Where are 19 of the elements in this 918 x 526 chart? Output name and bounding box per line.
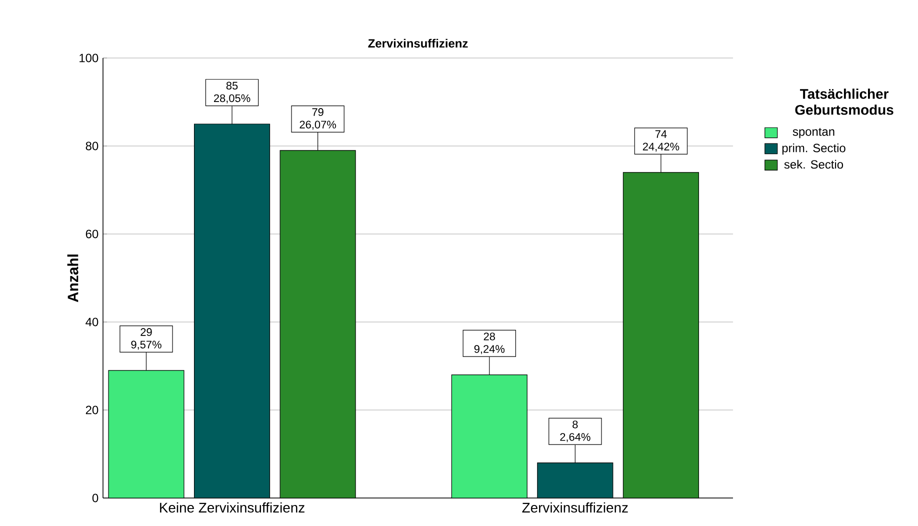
data-label: 28 9,24% <box>474 332 505 354</box>
x-tick-label: Keine Zervixinsuffizienz <box>160 502 304 513</box>
legend-label: prim. Sectio <box>782 143 846 155</box>
data-label: 29 9,57% <box>131 328 162 350</box>
y-tick-label: 80 <box>86 142 98 150</box>
legend-title: Tatsächlicher Geburtsmodus <box>795 88 894 115</box>
data-label: 8 2,64% <box>560 420 590 442</box>
legend-label: spontan <box>792 128 834 138</box>
data-label: 79 26,07% <box>300 108 336 130</box>
y-tick-label: 40 <box>86 318 98 326</box>
y-axis-title: Anzahl <box>67 254 78 302</box>
y-tick-label: 0 <box>92 494 98 502</box>
data-label: 85 28,05% <box>214 82 250 104</box>
y-tick-label: 100 <box>80 54 98 62</box>
chart-title: Zervixinsuffizienz <box>368 38 468 48</box>
data-label: 74 24,42% <box>642 130 680 152</box>
y-tick-label: 20 <box>86 406 98 414</box>
y-tick-label: 60 <box>86 230 98 238</box>
legend-label: sek. Sectio <box>784 160 844 169</box>
